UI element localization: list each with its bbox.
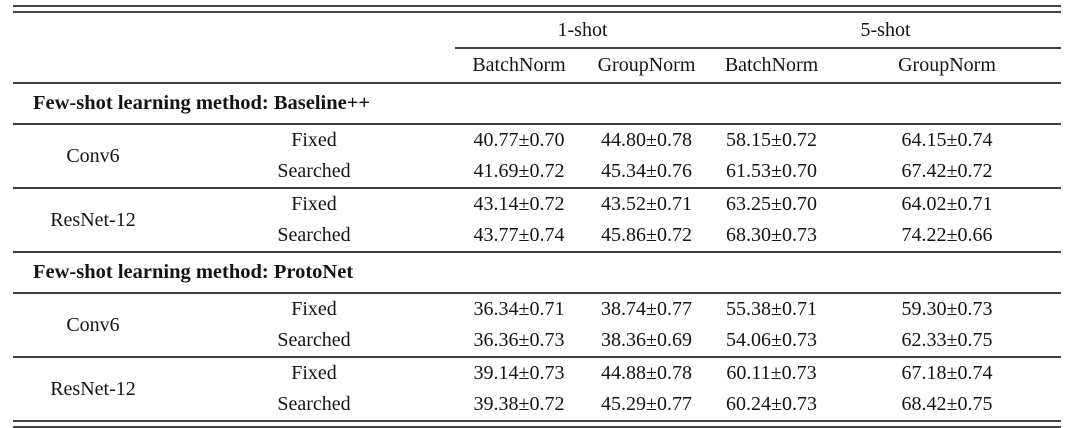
column-header-groupnorm-5shot: GroupNorm — [898, 54, 996, 76]
architecture-cell: Conv6 — [66, 313, 120, 336]
value-cell: 58.15±0.72 — [726, 129, 817, 151]
variant-cell: Fixed — [291, 129, 337, 151]
table-row: ResNet-12 Fixed 43.14±0.72 43.52±0.71 63.25±… — [13, 188, 1061, 231]
value-cell: 40.77±0.70 — [473, 129, 565, 151]
table-row: ResNet-12 Fixed 39.14±0.73 44.88±0.78 60.11±… — [13, 357, 1061, 400]
value-cell: 67.18±0.74 — [901, 362, 993, 384]
section-row: Few-shot learning method: ProtoNet — [13, 252, 1061, 293]
column-header-row: BatchNorm GroupNorm BatchNorm GroupNorm — [13, 48, 1061, 83]
value-cell: 41.69±0.72 — [473, 160, 565, 182]
value-cell: 44.88±0.78 — [601, 362, 692, 384]
value-cell: 64.02±0.71 — [901, 193, 993, 215]
value-cell: 62.33±0.75 — [901, 329, 993, 351]
variant-cell: Fixed — [291, 298, 337, 320]
value-cell: 68.42±0.75 — [901, 393, 993, 415]
table-head: 1-shot 5-shot BatchNorm GroupNorm BatchN… — [13, 13, 1061, 83]
corner-spacer — [13, 48, 455, 83]
table-row: Conv6 Fixed 40.77±0.70 44.80±0.78 58.15±0.72… — [13, 124, 1061, 167]
architecture-cell: Conv6 — [66, 144, 120, 167]
value-cell: 43.52±0.71 — [601, 193, 692, 215]
column-header-batchnorm-5shot: BatchNorm — [724, 54, 819, 76]
value-cell: 43.77±0.74 — [473, 224, 565, 246]
table-row: Searched 36.36±0.73 38.36±0.69 54.06±0.73 62… — [13, 325, 1061, 357]
variant-cell: Searched — [277, 160, 351, 182]
value-cell: 45.86±0.72 — [601, 224, 692, 246]
paper-table-figure: 1-shot 5-shot BatchNorm GroupNorm BatchN… — [13, 5, 1061, 428]
architecture-cell: ResNet-12 — [50, 208, 136, 231]
value-cell: 54.06±0.73 — [726, 329, 817, 351]
value-cell: 39.38±0.72 — [473, 393, 565, 415]
table-row: Searched 41.69±0.72 45.34±0.76 61.53±0.70 67… — [13, 156, 1061, 188]
value-cell: 61.53±0.70 — [726, 160, 817, 182]
value-cell: 39.14±0.73 — [473, 362, 565, 384]
group-header-5shot: 5-shot — [710, 13, 1061, 49]
variant-cell: Searched — [277, 329, 351, 351]
results-table: 1-shot 5-shot BatchNorm GroupNorm BatchN… — [13, 13, 1061, 420]
value-cell: 36.34±0.71 — [473, 298, 565, 320]
table-row: Searched 39.38±0.72 45.29±0.77 60.24±0.73 68… — [13, 389, 1061, 420]
value-cell: 64.15±0.74 — [901, 129, 993, 151]
section-title: Few-shot learning method: Baseline++ — [33, 92, 371, 114]
value-cell: 55.38±0.71 — [726, 298, 817, 320]
table-body: Few-shot learning method: Baseline++ Conv… — [13, 83, 1061, 420]
column-header-groupnorm-1shot: GroupNorm — [597, 54, 696, 76]
variant-cell: Fixed — [291, 362, 337, 384]
value-cell: 67.42±0.72 — [901, 160, 993, 182]
section-title: Few-shot learning method: ProtoNet — [33, 261, 354, 283]
table-top-double-rule — [13, 5, 1061, 13]
variant-cell: Fixed — [291, 193, 337, 215]
table-row: Searched 43.77±0.74 45.86±0.72 68.30±0.73 74… — [13, 220, 1061, 252]
architecture-cell: ResNet-12 — [50, 377, 136, 400]
value-cell: 38.36±0.69 — [601, 329, 692, 351]
value-cell: 63.25±0.70 — [726, 193, 817, 215]
value-cell: 45.34±0.76 — [601, 160, 692, 182]
value-cell: 44.80±0.78 — [601, 129, 692, 151]
value-cell: 36.36±0.73 — [473, 329, 565, 351]
value-cell: 45.29±0.77 — [601, 393, 692, 415]
variant-cell: Searched — [277, 224, 351, 246]
value-cell: 74.22±0.66 — [901, 224, 993, 246]
table-row: Conv6 Fixed 36.34±0.71 38.74±0.77 55.38±0.71… — [13, 293, 1061, 336]
value-cell: 68.30±0.73 — [726, 224, 817, 246]
group-header-row: 1-shot 5-shot — [13, 13, 1061, 49]
value-cell: 38.74±0.77 — [601, 298, 692, 320]
value-cell: 60.11±0.73 — [726, 362, 817, 384]
table-bottom-double-rule — [13, 420, 1061, 428]
column-header-batchnorm-1shot: BatchNorm — [472, 54, 566, 76]
corner-spacer — [13, 13, 455, 48]
value-cell: 43.14±0.72 — [473, 193, 565, 215]
group-header-1shot: 1-shot — [455, 13, 710, 49]
value-cell: 59.30±0.73 — [901, 298, 993, 320]
section-row: Few-shot learning method: Baseline++ — [13, 83, 1061, 124]
value-cell: 60.24±0.73 — [726, 393, 817, 415]
variant-cell: Searched — [277, 393, 351, 415]
